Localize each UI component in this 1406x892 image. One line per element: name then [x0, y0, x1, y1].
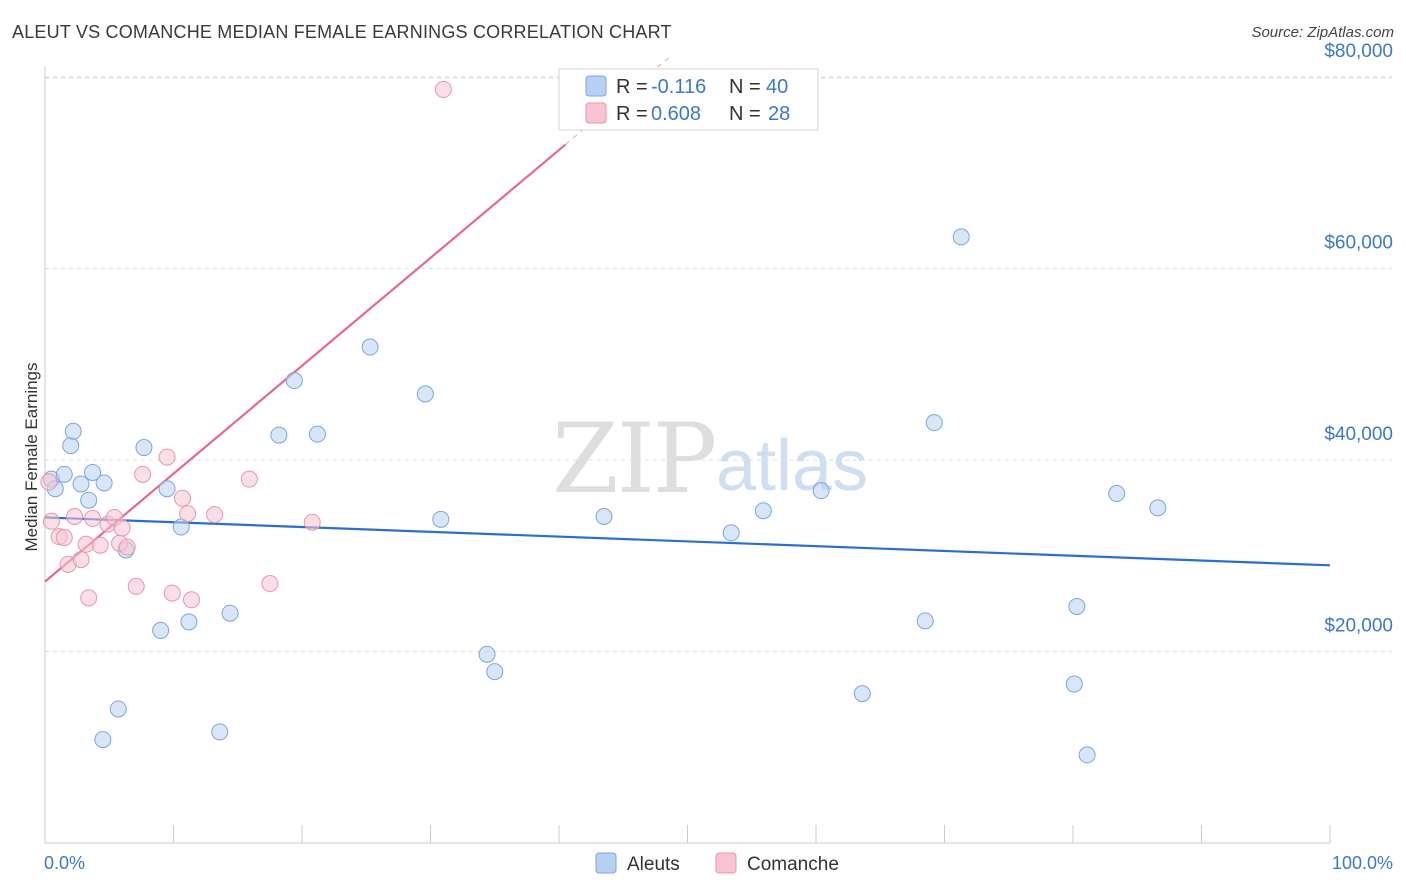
grid-lines [45, 76, 1392, 652]
point-aleuts-10 [109, 700, 127, 718]
y-tick-label-80000: $80,000 [1324, 41, 1393, 62]
legend-r-value-aleuts: -0.116 [651, 76, 706, 98]
trendline-comanche [44, 143, 567, 583]
point-comanche-10 [91, 536, 109, 554]
point-aleuts-13 [152, 621, 170, 639]
point-aleuts-24 [432, 510, 450, 528]
source-label: Source: ZipAtlas.com [1251, 24, 1394, 41]
point-aleuts-19 [270, 426, 288, 444]
point-comanche-16 [127, 577, 145, 595]
point-aleuts-9 [94, 731, 112, 749]
watermark: ZIP atlas [552, 403, 868, 515]
point-comanche-7 [77, 535, 95, 553]
point-comanche-18 [158, 448, 176, 466]
point-comanche-6 [72, 551, 90, 569]
legend-n-label-comanche: N = [729, 103, 761, 125]
point-comanche-26 [303, 513, 321, 531]
point-aleuts-14 [158, 480, 176, 498]
point-comanche-25 [261, 575, 279, 593]
chart-title: ALEUT VS COMANCHE MEDIAN FEMALE EARNINGS… [12, 22, 672, 42]
point-aleuts-36 [1068, 597, 1086, 615]
point-comanche-20 [173, 489, 191, 507]
point-aleuts-4 [64, 422, 82, 440]
y-tick-label-20000: $20,000 [1324, 616, 1393, 637]
legend-swatch-aleuts [585, 75, 607, 97]
legend-n-value-aleuts: 40 [766, 76, 788, 98]
point-aleuts-28 [722, 524, 740, 542]
y-axis-label: Median Female Earnings [22, 363, 41, 552]
bottom-legend-swatch-comanche [715, 852, 737, 874]
point-aleuts-38 [1108, 485, 1126, 503]
point-aleuts-21 [308, 425, 326, 443]
bottom-legend-label-comanche: Comanche [747, 854, 839, 875]
point-aleuts-39 [1149, 499, 1167, 517]
point-aleuts-2 [55, 465, 73, 483]
point-aleuts-3 [62, 437, 80, 455]
x-tick-label-end: 100.0% [1332, 853, 1393, 873]
legend-n-value-comanche: 28 [768, 103, 790, 125]
point-aleuts-29 [754, 502, 772, 520]
point-aleuts-17 [211, 723, 229, 741]
point-aleuts-37 [1078, 746, 1096, 764]
data-points [40, 80, 1167, 764]
point-aleuts-32 [916, 612, 934, 630]
point-aleuts-20 [285, 372, 303, 390]
trendline-aleuts [44, 516, 1331, 567]
point-aleuts-25 [478, 645, 496, 663]
point-aleuts-12 [135, 439, 153, 457]
point-comanche-15 [118, 538, 136, 556]
bottom-legend-swatch-aleuts [595, 852, 617, 874]
point-aleuts-22 [361, 338, 379, 356]
point-aleuts-23 [416, 385, 434, 403]
point-comanche-27 [434, 80, 452, 98]
y-tick-label-60000: $60,000 [1324, 233, 1393, 254]
point-aleuts-33 [925, 414, 943, 432]
legend-r-label-comanche: R = [616, 103, 648, 125]
point-comanche-23 [206, 506, 224, 524]
point-comanche-22 [182, 591, 200, 609]
watermark-atlas-text: atlas [716, 426, 868, 506]
point-aleuts-34 [952, 228, 970, 246]
point-comanche-8 [80, 589, 98, 607]
point-aleuts-16 [180, 613, 198, 631]
axes [44, 66, 1331, 844]
point-comanche-1 [42, 512, 60, 530]
point-comanche-24 [240, 470, 258, 488]
legend-r-label-aleuts: R = [616, 76, 648, 98]
point-aleuts-5 [72, 475, 90, 493]
point-aleuts-35 [1065, 675, 1083, 693]
legend-swatch-comanche [585, 102, 607, 124]
point-comanche-3 [55, 529, 73, 547]
point-aleuts-27 [595, 507, 613, 525]
point-comanche-14 [113, 519, 131, 537]
point-aleuts-30 [812, 482, 830, 500]
point-aleuts-26 [486, 663, 504, 681]
point-comanche-17 [134, 465, 152, 483]
point-aleuts-6 [80, 491, 98, 509]
point-comanche-9 [84, 509, 102, 527]
watermark-zip-text: ZIP [552, 403, 715, 515]
point-comanche-19 [163, 584, 181, 602]
y-tick-label-40000: $40,000 [1324, 424, 1393, 445]
bottom-legend: Aleuts Comanche [595, 852, 839, 875]
point-aleuts-31 [853, 685, 871, 703]
legend-r-value-comanche: 0.608 [651, 103, 701, 125]
point-aleuts-8 [95, 474, 113, 492]
legend-n-label-aleuts: N = [729, 76, 761, 98]
bottom-legend-label-aleuts: Aleuts [627, 854, 680, 875]
x-tick-label-start: 0.0% [44, 853, 85, 873]
tick-labels: $20,000 $40,000 $60,000 $80,000 0.0% 100.0% [44, 41, 1393, 873]
point-comanche-0 [40, 473, 58, 491]
point-aleuts-7 [84, 463, 102, 481]
point-comanche-21 [179, 505, 197, 523]
point-aleuts-18 [221, 604, 239, 622]
legend-box: R = -0.116 N = 40 R = 0.608 N = 28 [558, 68, 819, 131]
point-comanche-5 [66, 507, 84, 525]
